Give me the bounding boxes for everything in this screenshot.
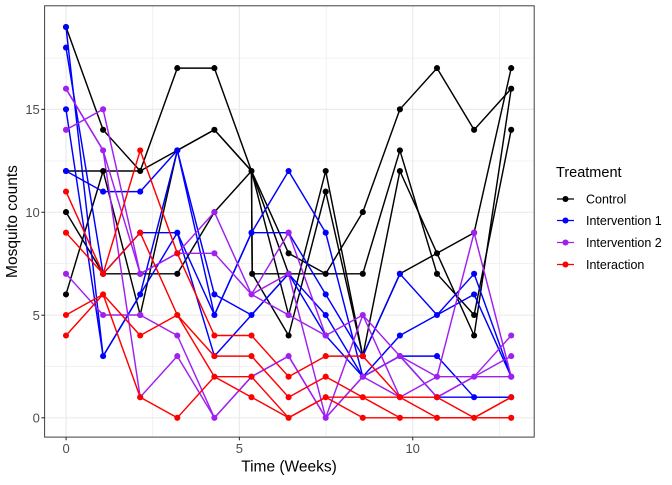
svg-text:Treatment: Treatment [556,165,622,181]
svg-text:0: 0 [33,410,40,425]
svg-text:Mosquito counts: Mosquito counts [4,165,21,278]
svg-text:15: 15 [25,102,39,117]
svg-text:Intervention 1: Intervention 1 [586,214,662,228]
svg-text:5: 5 [33,308,40,323]
svg-text:10: 10 [25,205,39,220]
svg-text:0: 0 [62,441,69,456]
svg-text:Control: Control [586,193,626,207]
svg-text:5: 5 [236,441,243,456]
svg-text:Interaction: Interaction [586,258,644,272]
svg-text:Time (Weeks): Time (Weeks) [241,459,337,476]
svg-text:Intervention 2: Intervention 2 [586,236,662,250]
svg-text:10: 10 [405,441,419,456]
